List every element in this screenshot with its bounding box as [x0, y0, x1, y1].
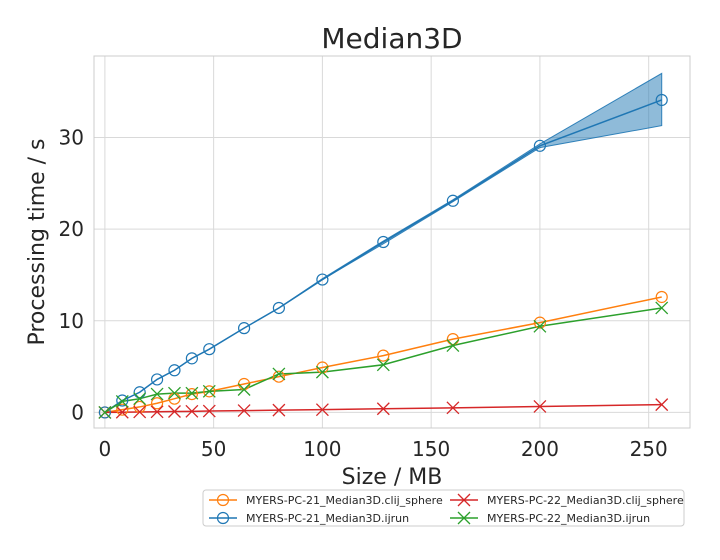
myers-pc-22-median3d-ijrun-point	[237, 383, 251, 396]
myers-pc-21-median3d-clij-sphere-line	[104, 296, 662, 414]
myers-pc-21-median3d-ijrun-legend-marker	[216, 511, 230, 525]
myers-pc-22-median3d-clij-sphere-point	[446, 401, 460, 415]
legend-box	[202, 489, 685, 527]
myers-pc-21-median3d-ijrun-point	[116, 394, 129, 407]
myers-pc-21-median3d-ijrun-point	[150, 373, 164, 386]
y-tick-label: 0	[71, 400, 84, 424]
myers-pc-21-median3d-ijrun-point	[98, 406, 111, 419]
myers-pc-22-median3d-ijrun-point	[115, 394, 129, 408]
y-tick-labels: 0 10 20 30	[59, 126, 84, 425]
myers-pc-22-median3d-clij-sphere-point	[115, 405, 129, 419]
x-tick-label: 200	[521, 437, 559, 461]
myers-pc-21-median3d-ijrun-point	[272, 301, 285, 315]
myers-pc-22-median3d-ijrun-point	[185, 386, 199, 400]
myers-pc-21-median3d-ijrun-line	[104, 99, 662, 414]
myers-pc-21-median3d-ijrun-point	[203, 343, 216, 356]
x-tick-labels: 0 50 100 150 200 250	[99, 437, 668, 461]
myers-pc-22-median3d-ijrun-legend-marker	[457, 511, 471, 525]
x-tick-label: 0	[99, 437, 112, 461]
myers-pc-21-median3d-ijrun-point	[446, 194, 460, 207]
myers-pc-22-median3d-clij-sphere-point	[655, 398, 669, 412]
myers-pc-21-median3d-ijrun-point	[237, 322, 251, 335]
legend: MYERS-PC-21_Median3D.clij_sphere MYERS-PC…	[202, 489, 685, 527]
y-tick-label: 10	[59, 309, 84, 333]
y-axis-label: Processing time / s	[25, 138, 50, 345]
myers-pc-22-median3d-ijrun-point	[168, 386, 181, 400]
myers-pc-22-median3d-ijrun-point	[533, 319, 547, 333]
myers-pc-21-median3d-clij-sphere-point	[116, 403, 129, 416]
series-markers	[98, 93, 669, 419]
x-tick-label: 50	[201, 437, 226, 461]
myers-pc-21-median3d-clij-sphere-point	[203, 385, 216, 398]
myers-pc-21-median3d-clij-sphere-point	[185, 387, 198, 401]
myers-pc-22-median3d-ijrun-point	[202, 384, 216, 398]
myers-pc-22-median3d-clij-sphere-legend-marker	[457, 493, 471, 507]
myers-pc-21-median3d-ijrun-point	[168, 364, 181, 377]
myers-pc-21-median3d-clij-sphere-point	[377, 349, 390, 362]
myers-pc-22-median3d-ijrun-point	[446, 339, 460, 352]
myers-pc-22-median3d-ijrun-point	[133, 392, 147, 406]
plot-frame	[93, 55, 691, 429]
myers-pc-22-median3d-clij-sphere-point	[376, 402, 390, 416]
legend-label: MYERS-PC-22_Median3D.clij_sphere	[487, 494, 684, 507]
myers-pc-21-median3d-ijrun-point	[377, 235, 390, 249]
myers-pc-21-median3d-clij-sphere-legend-marker	[216, 493, 230, 507]
myers-pc-22-median3d-ijrun-point	[315, 365, 329, 379]
y-tick-label: 20	[59, 217, 84, 241]
myers-pc-22-median3d-clij-sphere-point	[168, 405, 181, 418]
myers-pc-22-median3d-ijrun-point	[376, 358, 390, 372]
myers-pc-21-median3d-ijrun-point	[185, 352, 198, 365]
chart-title: Median3D	[321, 22, 462, 55]
myers-pc-22-median3d-clij-sphere-point	[533, 400, 547, 413]
myers-pc-22-median3d-ijrun-point	[150, 387, 164, 401]
x-tick-label: 100	[303, 437, 341, 461]
legend-label: MYERS-PC-21_Median3D.clij_sphere	[246, 494, 443, 507]
myers-pc-22-median3d-clij-sphere-point	[272, 403, 286, 417]
myers-pc-22-median3d-clij-sphere-point	[202, 404, 216, 418]
y-tick-label: 30	[59, 126, 84, 150]
myers-pc-22-median3d-ijrun-point	[98, 405, 112, 419]
myers-pc-22-median3d-clij-sphere-point	[133, 405, 147, 419]
myers-pc-21-median3d-ijrun-point	[316, 273, 329, 286]
x-tick-label: 150	[412, 437, 450, 461]
myers-pc-21-median3d-clij-sphere-point	[533, 316, 547, 329]
legend-label: MYERS-PC-21_Median3D.ijrun	[246, 512, 409, 525]
myers-pc-22-median3d-ijrun-point	[272, 367, 286, 381]
myers-pc-22-median3d-clij-sphere-point	[237, 404, 251, 418]
myers-pc-21-median3d-clij-sphere-point	[150, 397, 164, 410]
myers-pc-21-median3d-ijrun-point	[533, 139, 547, 152]
myers-pc-22-median3d-ijrun-point	[655, 301, 669, 315]
myers-pc-21-median3d-clij-sphere-point	[272, 370, 285, 383]
myers-pc-21-median3d-ijrun-point	[655, 93, 668, 107]
legend-label: MYERS-PC-22_Median3D.ijrun	[487, 512, 650, 525]
myers-pc-22-median3d-clij-sphere-point	[315, 403, 329, 417]
myers-pc-22-median3d-clij-sphere-point	[150, 405, 164, 419]
myers-pc-22-median3d-clij-sphere-point	[185, 404, 199, 418]
x-tick-label: 250	[630, 437, 668, 461]
x-axis-label: Size / MB	[342, 465, 443, 490]
myers-pc-22-median3d-ijrun-line	[104, 307, 662, 414]
myers-pc-21-median3d-clij-sphere-point	[655, 290, 668, 304]
